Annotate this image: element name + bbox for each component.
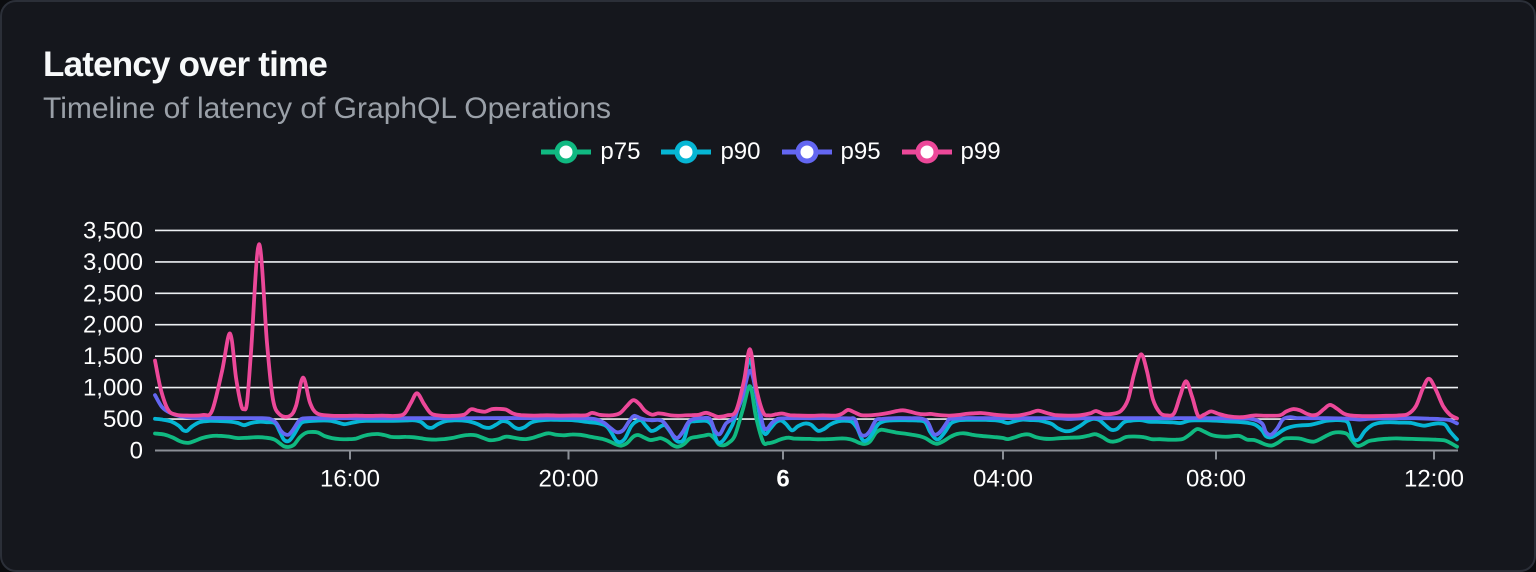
svg-text:2,500: 2,500 bbox=[83, 280, 143, 307]
svg-text:1,500: 1,500 bbox=[83, 343, 143, 370]
svg-text:500: 500 bbox=[103, 406, 143, 433]
svg-text:16:00: 16:00 bbox=[320, 466, 380, 493]
svg-text:04:00: 04:00 bbox=[973, 466, 1033, 493]
svg-text:3,000: 3,000 bbox=[83, 249, 143, 276]
svg-text:20:00: 20:00 bbox=[538, 466, 598, 493]
svg-text:08:00: 08:00 bbox=[1186, 466, 1246, 493]
svg-text:6: 6 bbox=[776, 466, 789, 493]
svg-text:0: 0 bbox=[130, 438, 143, 465]
svg-text:3,500: 3,500 bbox=[83, 217, 143, 244]
svg-text:12:00: 12:00 bbox=[1404, 466, 1464, 493]
svg-text:1,000: 1,000 bbox=[83, 375, 143, 402]
svg-text:2,000: 2,000 bbox=[83, 312, 143, 339]
